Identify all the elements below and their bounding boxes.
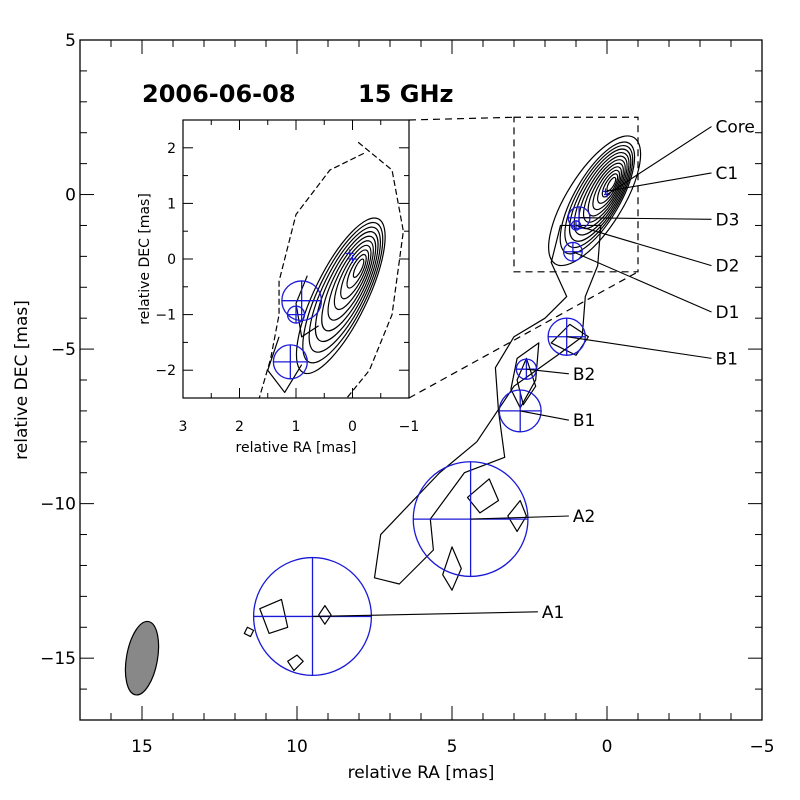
zoom-box (408, 116, 639, 399)
inset-x-axis-label: relative RA [mas] (236, 440, 357, 456)
inset-ticks: 3 2 1 0 −1 2 1 0 −1 −2 (155, 119, 420, 435)
component-label: D3 (716, 210, 740, 230)
zoom-connector-top (408, 116, 515, 121)
inset-contour-line (346, 141, 404, 399)
x-tick-label: 10 (286, 737, 308, 757)
component-label: A1 (542, 603, 564, 623)
inset-contour-line (352, 258, 365, 278)
contour-line (287, 654, 304, 672)
component-label: D1 (716, 303, 740, 323)
inset-contour-line (333, 244, 372, 311)
leader-line (526, 368, 569, 375)
leader-line (572, 251, 712, 313)
inset-contour-line (327, 240, 374, 321)
inset-y-axis-label: relative DEC [mas] (137, 193, 153, 325)
inset-contours (258, 141, 404, 399)
component-label: B1 (716, 349, 738, 369)
inset-contour-line (308, 226, 381, 353)
zoom-rectangle (513, 116, 639, 273)
chart-title-date: 2006-06-08 (142, 80, 296, 108)
x-tick-label: 5 (447, 737, 458, 757)
contour-line (318, 605, 332, 625)
y-tick-label: 5 (65, 31, 76, 51)
main-ticks: 15 10 5 0 −550−5−10−15 (40, 31, 774, 757)
leader-line (312, 611, 538, 618)
inset-y-tick-label: 1 (167, 196, 176, 212)
leader-line (579, 217, 712, 220)
contour-line (559, 141, 636, 255)
inset-contour-line (302, 221, 384, 364)
component-label: C1 (716, 164, 739, 184)
x-tick-label: 0 (602, 737, 613, 757)
component-label: D2 (716, 257, 740, 277)
leader-line (606, 126, 712, 196)
inset-y-tick-label: −1 (155, 308, 176, 324)
component-label: B1 (573, 411, 595, 431)
contour-line (259, 598, 289, 635)
contour-line (507, 499, 527, 533)
contour-line (606, 176, 617, 192)
main-contours (124, 135, 642, 696)
inset-x-tick-label: 3 (179, 419, 188, 435)
inset-contour-line (258, 152, 365, 399)
inset-contour-line (314, 231, 379, 343)
beam-ellipse (124, 620, 160, 696)
main-labels: Core C1 D3 D2 D1 B1 B2 B1 A2 A1 (312, 118, 755, 623)
inset-y-tick-label: 2 (167, 141, 176, 157)
inset-x-tick-label: 2 (235, 419, 244, 435)
leader-line (520, 410, 570, 421)
x-axis-label: relative RA [mas] (348, 763, 495, 783)
contour-line (442, 546, 462, 591)
contour-line (466, 478, 500, 514)
y-axis-label: relative DEC [mas] (12, 300, 32, 460)
y-tick-label: −5 (51, 340, 76, 360)
inset-y-tick-label: −2 (155, 363, 176, 379)
y-tick-label: −10 (40, 495, 76, 515)
contour-line (373, 224, 602, 585)
contour-line (601, 173, 619, 198)
leader-line (566, 336, 712, 359)
component-label: B2 (573, 365, 595, 385)
inset-contour-line (340, 249, 370, 300)
inset-x-tick-label: 0 (348, 419, 357, 435)
y-tick-label: 0 (65, 186, 76, 206)
contour-line (587, 162, 624, 217)
inset-y-tick-label: 0 (167, 252, 176, 268)
zoom-connector-bottom (408, 271, 639, 399)
contour-line (548, 135, 642, 267)
plot-frame (79, 39, 763, 721)
contour-line (573, 152, 630, 236)
inset-x-tick-label: −1 (399, 419, 420, 435)
contour-line (243, 626, 255, 638)
component-label: Core (716, 118, 755, 138)
component-label: A2 (573, 507, 595, 527)
contour-line (568, 148, 632, 242)
inset-contour-line (321, 235, 377, 332)
contour-line (582, 159, 626, 223)
x-tick-label: −5 (749, 737, 774, 757)
inset-x-tick-label: 1 (292, 419, 301, 435)
leader-line (575, 224, 712, 267)
x-tick-label: 15 (131, 737, 153, 757)
inset-contour-line (346, 253, 367, 289)
chart-title-freq: 15 GHz (358, 80, 454, 108)
contour-line (592, 166, 622, 211)
inset-components (272, 249, 357, 380)
contour-line (510, 342, 540, 409)
y-tick-label: −15 (40, 649, 76, 669)
leader-line (605, 172, 712, 192)
inset-panel: 3 2 1 0 −1 2 1 0 −1 −2 relative RA [mas] relative… (137, 119, 420, 456)
contour-line (564, 144, 634, 249)
leader-line (470, 515, 569, 520)
